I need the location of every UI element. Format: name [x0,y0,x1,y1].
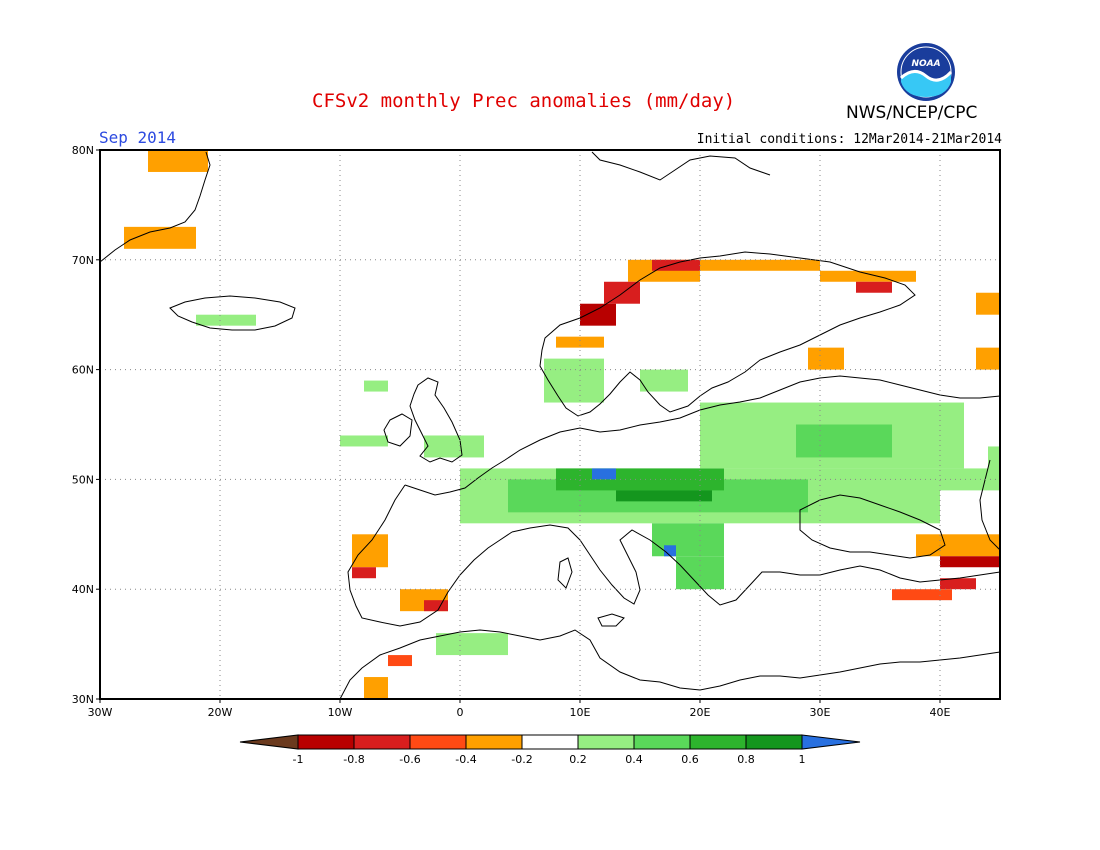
anomaly-cell [352,567,376,579]
legend-label: 0.8 [737,753,755,766]
anomaly-cell [892,589,952,601]
legend-label: 1 [799,753,806,766]
svg-text:NOAA: NOAA [911,59,940,69]
anomaly-cell [148,150,208,172]
anomaly-cell [388,655,412,667]
anomaly-cell [340,435,388,447]
anomaly-cell [676,556,724,590]
anomaly-layer [124,150,1000,699]
lat-tick-label: 30N [72,693,94,706]
lon-tick-label: 20W [208,706,233,719]
legend-label: -0.8 [343,753,364,766]
anomaly-cell [808,347,844,370]
lon-tick-label: 30E [810,706,831,719]
anomaly-cell [700,259,820,271]
legend-label: -0.2 [511,753,532,766]
anomaly-cell [640,369,688,392]
lon-tick-label: 20E [690,706,711,719]
anomaly-cell [916,534,1000,557]
noaa-logo: NOAA [897,43,955,101]
anomaly-cell [424,435,484,458]
lat-tick-label: 70N [72,254,94,267]
iberia-outline [347,484,513,627]
lat-tick-label: 40N [72,583,94,596]
anomaly-cell [352,534,388,568]
anomaly-cell [940,556,1000,568]
anomaly-cell [544,358,604,403]
legend-swatch [633,734,691,750]
anomaly-cell [604,281,640,304]
caspian-outline [979,459,1001,551]
color-legend: -1 -0.8 -0.6 -0.4 -0.2 0.2 0.4 0.6 0.8 1 [239,734,861,766]
lat-tick-label: 50N [72,473,94,486]
anomaly-cell [856,281,892,293]
lon-tick-label: 30W [88,706,113,719]
black-sea-outline [799,494,946,559]
lat-tick-label: 80N [72,144,94,157]
legend-swatch [297,734,355,750]
legend-label: -1 [293,753,304,766]
anomaly-cell [796,424,892,458]
mediterranean-north-coast [511,524,1001,606]
map-frame [99,149,1001,700]
lon-tick-label: 10W [328,706,353,719]
iceland-outline [169,295,296,331]
legend-label: -0.4 [455,753,476,766]
anomaly-cell [652,259,700,271]
map-title: CFSv2 monthly Prec anomalies (mm/day) [312,90,736,112]
ireland-outline [383,413,413,447]
anomaly-cell [556,336,604,348]
anomaly-cell [652,523,724,557]
lat-tick-label: 60N [72,364,94,377]
anomaly-cell [124,226,196,249]
anomaly-cell [364,380,388,392]
anomaly-cell [976,347,1000,370]
anomaly-cell [976,292,1000,315]
sicily-outline [597,613,625,627]
anomaly-cell [940,578,976,590]
scandinavia-outline [539,251,916,417]
legend-swatch [409,734,467,750]
svalbard-outline [591,151,771,181]
lon-tick-label: 40E [930,706,951,719]
greenland-outline [99,151,211,263]
anomaly-cell [580,303,616,326]
legend-arrow-high [801,734,861,750]
legend-label: 0.6 [681,753,699,766]
legend-label: 0.2 [569,753,587,766]
anomaly-cell [592,468,616,480]
legend-swatch [353,734,411,750]
lon-tick-label: 10E [570,706,591,719]
legend-swatch [745,734,803,750]
legend-arrow-low [239,734,299,750]
anomaly-cell [424,600,448,612]
corsica-sardinia-outline [557,557,573,589]
legend-label: 0.4 [625,753,643,766]
graticule [100,150,1000,699]
forecast-month: Sep 2014 [99,128,177,147]
anomaly-cell [436,633,508,656]
lon-tick-label: 0 [457,706,464,719]
north-africa-coast [339,629,1001,700]
anomaly-cell [364,677,388,699]
axis-ticks: 30W 20W 10W 0 10E 20E 30E 40E 30N 40N 50N 60N 70N 80N [72,144,951,719]
anomaly-cell [616,490,712,502]
anomaly-cell [664,545,676,557]
legend-swatch [465,734,523,750]
legend-swatch [689,734,747,750]
legend-swatch [521,734,579,750]
great-britain-outline [409,377,463,463]
anomaly-cell [820,270,916,282]
legend-label: -0.6 [399,753,420,766]
initial-conditions: Initial conditions: 12Mar2014-21Mar2014 [696,132,1002,147]
north-coast [404,375,1001,496]
coastlines [99,151,1001,700]
agency-label: NWS/NCEP/CPC [846,103,978,123]
legend-swatch [577,734,635,750]
anomaly-cell [196,314,256,326]
